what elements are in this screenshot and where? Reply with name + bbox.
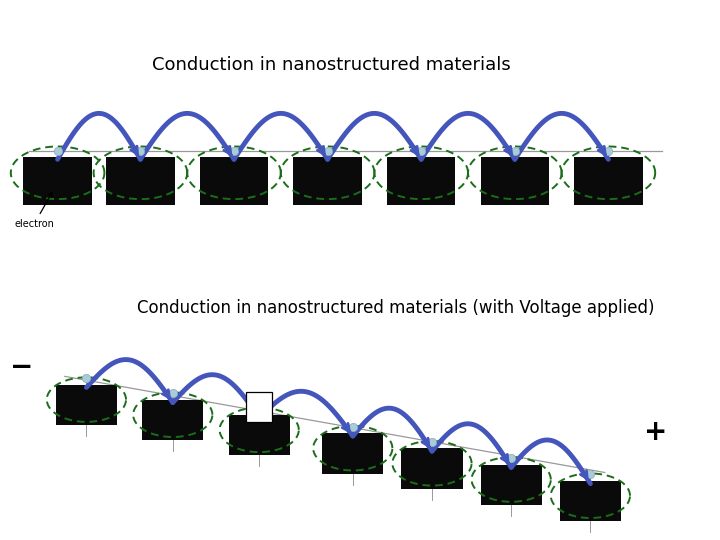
Bar	[481, 157, 549, 205]
Bar	[560, 481, 621, 522]
Bar	[107, 157, 175, 205]
Bar	[575, 157, 643, 205]
Text: +: +	[644, 418, 667, 446]
Bar	[246, 392, 272, 422]
Text: electron: electron	[14, 193, 54, 229]
Text: −: −	[10, 353, 33, 381]
Bar	[481, 464, 541, 505]
Bar	[294, 157, 362, 205]
Bar	[142, 400, 203, 441]
Bar	[200, 157, 269, 205]
Bar	[323, 433, 383, 474]
Bar	[402, 448, 462, 489]
Text: Conduction in nanostructured materials (with Voltage applied): Conduction in nanostructured materials (…	[138, 299, 654, 317]
Bar	[55, 384, 117, 426]
Text: Conduction in nanostructured materials: Conduction in nanostructured materials	[152, 56, 510, 74]
Bar	[229, 415, 289, 455]
Bar	[23, 157, 92, 205]
Bar	[387, 157, 455, 205]
